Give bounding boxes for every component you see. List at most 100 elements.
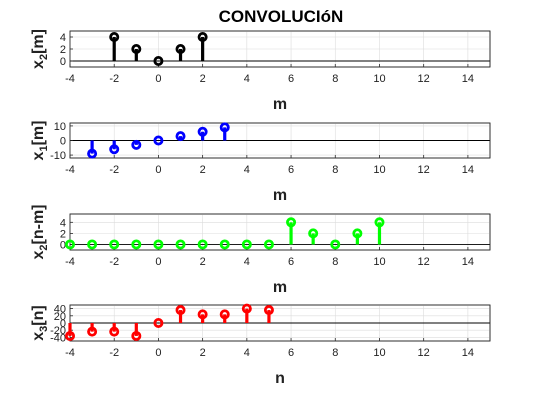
x-tick-label: 0 [155,256,161,268]
x-tick-label: 6 [288,256,294,268]
stem-marker [65,330,76,341]
x-tick-label: 6 [288,347,294,359]
stem-marker [241,239,252,250]
x-axis-label: m [273,279,287,296]
stem-marker [109,32,120,43]
y-tick-label: 10 [54,121,66,133]
y-tick-label: -40 [50,332,66,344]
stem-marker [219,239,230,250]
y-axis-label: x1[m] [30,121,50,161]
stem-marker [241,303,252,314]
x-tick-label: 10 [373,347,385,359]
x-tick-label: 4 [244,164,250,176]
y-axis-label: x3[n] [30,305,50,340]
stem-marker [175,239,186,250]
stem-marker [153,317,164,328]
stem-marker [263,305,274,316]
stem-marker [153,135,164,146]
y-tick-label: 40 [54,304,66,316]
stem-marker [131,239,142,250]
x-axis-label: m [273,187,287,204]
x-tick-label: 14 [462,256,474,268]
x-tick-label: -4 [65,256,75,268]
x-tick-label: -4 [65,73,75,85]
x-tick-label: 2 [200,164,206,176]
y-axis-label: x2[m] [30,29,50,69]
x-tick-label: 12 [418,256,430,268]
x-tick-label: 10 [373,256,385,268]
subplot-2: -4 -2 0 2 4 6 8 10 12 14 -10 0 10 m x1[m] [30,121,491,204]
x-tick-label: 8 [332,73,338,85]
x-tick-label: 0 [155,164,161,176]
x-tick-label: -2 [109,256,119,268]
x-tick-label: 8 [332,347,338,359]
x-tick-label: 10 [373,164,385,176]
stem-marker [109,326,120,337]
x-tick-label: 0 [155,73,161,85]
x-tick-label: 2 [200,73,206,85]
y-tick-label: 2 [60,228,66,240]
stem-marker [65,239,76,250]
y-tick-label: 2 [60,44,66,56]
stem-marker [197,239,208,250]
stem-marker [197,32,208,43]
y-tick-label: 0 [60,239,66,251]
stem-marker [197,126,208,137]
stem-marker [131,44,142,55]
stem-marker [374,217,385,228]
x-tick-label: 4 [244,256,250,268]
y-tick-label: 0 [60,56,66,68]
y-tick-label: 4 [60,32,66,44]
x-tick-label: 12 [418,347,430,359]
figure-title: CONVOLUCIóN [219,7,344,26]
stem-marker [352,228,363,239]
stem-marker [219,122,230,133]
stem-marker [175,131,186,142]
x-tick-label: -2 [109,73,119,85]
stem-marker [153,239,164,250]
stem-marker [263,239,274,250]
stem-marker [131,139,142,150]
y-tick-label: 0 [60,136,66,148]
stem-marker [87,148,98,159]
x-tick-label: 12 [418,164,430,176]
x-tick-label: -2 [109,347,119,359]
y-tick-label: 20 [54,311,66,323]
y-tick-label: -20 [50,325,66,337]
x-tick-label: -2 [109,164,119,176]
x-tick-label: 6 [288,73,294,85]
stem-marker [87,239,98,250]
stem-marker [175,44,186,55]
x-tick-label: 2 [200,256,206,268]
stem-marker [286,217,297,228]
x-tick-label: 8 [332,256,338,268]
x-tick-label: 8 [332,164,338,176]
stem-marker [175,305,186,316]
x-tick-label: 4 [244,73,250,85]
x-tick-label: 14 [462,164,474,176]
stem-marker [219,309,230,320]
stem-marker [153,56,164,67]
x-axis-label: m [273,96,287,113]
x-tick-label: 10 [373,73,385,85]
y-tick-label: 0 [60,318,66,330]
x-tick-label: 14 [462,73,474,85]
stem-marker [109,144,120,155]
stem-marker [197,309,208,320]
y-tick-label: -10 [50,150,66,162]
stem-marker [131,330,142,341]
x-axis-label: n [275,370,285,387]
stem-marker [109,239,120,250]
y-tick-label: 4 [60,217,66,229]
x-tick-label: 0 [155,347,161,359]
x-tick-label: -4 [65,164,75,176]
x-tick-label: 12 [418,73,430,85]
stem-marker [87,326,98,337]
stem-marker [308,228,319,239]
x-tick-label: 4 [244,347,250,359]
x-tick-label: 6 [288,164,294,176]
